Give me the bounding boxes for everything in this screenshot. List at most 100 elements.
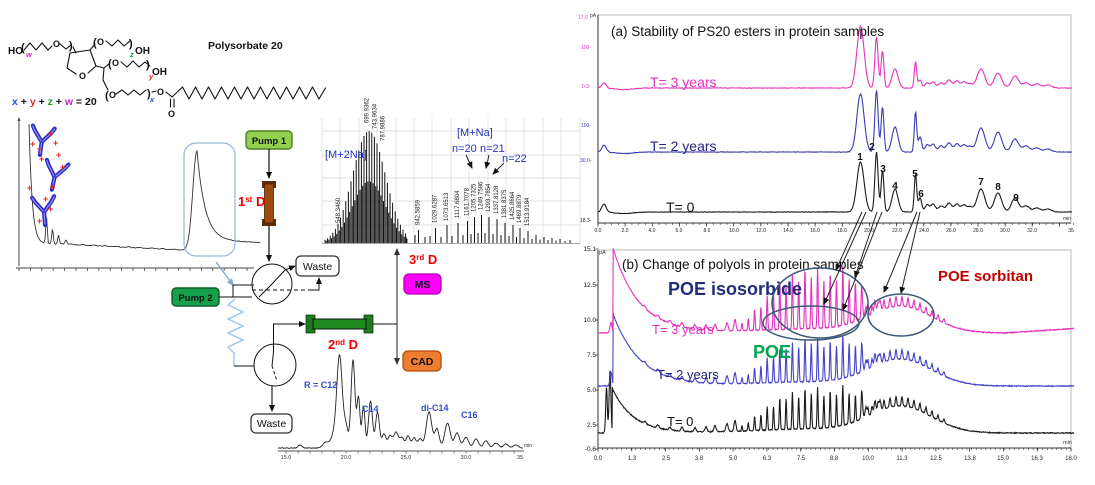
svg-text:30.0: 30.0	[461, 455, 472, 461]
svg-text:8.0: 8.0	[704, 228, 711, 234]
svg-text:T= 2 years: T= 2 years	[650, 138, 717, 154]
svg-text:HO: HO	[8, 46, 23, 57]
svg-text:28.0: 28.0	[973, 228, 983, 234]
svg-text:4: 4	[892, 181, 898, 192]
svg-text:POE sorbitan: POE sorbitan	[938, 268, 1033, 285]
svg-text:di-C14: di-C14	[421, 403, 449, 413]
svg-text:26.0: 26.0	[946, 228, 956, 234]
svg-text:30.0-: 30.0-	[580, 158, 592, 164]
svg-text:O: O	[168, 109, 175, 119]
svg-text:699.9362: 699.9362	[365, 97, 371, 123]
svg-text:2.0: 2.0	[622, 228, 629, 234]
svg-text:CAD: CAD	[411, 356, 434, 368]
svg-text:(: (	[21, 42, 25, 54]
svg-text:0.0: 0.0	[594, 456, 603, 462]
svg-text:x: x	[149, 95, 155, 104]
svg-text:1293.7854: 1293.7854	[486, 183, 492, 212]
svg-text:30.0: 30.0	[1000, 228, 1010, 234]
svg-text:2.5: 2.5	[587, 422, 596, 429]
svg-text:+: +	[56, 150, 61, 160]
svg-text:8: 8	[995, 182, 1001, 193]
svg-text:3.8: 3.8	[695, 456, 704, 462]
svg-text:C14: C14	[362, 404, 379, 414]
svg-text:pA: pA	[590, 13, 597, 19]
svg-text:1381.8375: 1381.8375	[502, 189, 508, 218]
svg-text:17.0: 17.0	[578, 15, 588, 21]
svg-text:O: O	[79, 71, 86, 81]
svg-text:): )	[129, 38, 133, 50]
svg-text:8.8: 8.8	[830, 456, 839, 462]
svg-text:(: (	[108, 58, 112, 70]
svg-text:1513.9184: 1513.9184	[525, 197, 531, 226]
svg-text:(: (	[105, 90, 109, 102]
svg-text:15.0: 15.0	[997, 456, 1009, 462]
svg-text:O: O	[53, 39, 60, 49]
svg-text:T= 2 years: T= 2 years	[657, 367, 719, 382]
svg-text:3: 3	[880, 164, 886, 175]
svg-text:POE: POE	[753, 342, 791, 362]
svg-text:11.3: 11.3	[896, 456, 908, 462]
svg-text:T= 3 years: T= 3 years	[652, 322, 714, 337]
svg-text:1205.7325: 1205.7325	[472, 183, 478, 212]
svg-text:+: +	[27, 183, 32, 193]
svg-text:T= 3 years: T= 3 years	[650, 74, 717, 90]
svg-text:1425.8664: 1425.8664	[510, 191, 516, 220]
svg-text:10.0: 10.0	[583, 317, 596, 324]
svg-text:(b) Change of polyols in prote: (b) Change of polyols in protein samples	[622, 257, 864, 272]
svg-text:22.0: 22.0	[892, 228, 902, 234]
svg-text:5: 5	[912, 169, 918, 180]
svg-text:787.9886: 787.9886	[381, 115, 387, 141]
svg-text:1: 1	[857, 152, 863, 163]
svg-text:+: +	[37, 144, 42, 154]
svg-text:0.0: 0.0	[595, 228, 602, 234]
svg-text:4.0: 4.0	[649, 228, 656, 234]
svg-text:x + y + z + w = 20: x + y + z + w = 20	[12, 96, 97, 108]
svg-text:15.1: 15.1	[583, 246, 596, 253]
svg-text:7.5: 7.5	[797, 456, 806, 462]
svg-text:n=20: n=20	[452, 143, 477, 155]
svg-text:18.0: 18.0	[837, 228, 847, 234]
svg-text:6.0: 6.0	[676, 228, 683, 234]
svg-text:T= 0: T= 0	[667, 414, 693, 429]
svg-text:min: min	[524, 443, 532, 449]
svg-text:O: O	[112, 58, 119, 68]
svg-text:1249.7586: 1249.7586	[479, 181, 485, 210]
svg-text:16.3: 16.3	[1031, 456, 1043, 462]
svg-text:): )	[147, 88, 151, 100]
svg-text:+: +	[60, 162, 65, 172]
svg-text:1.3: 1.3	[628, 456, 637, 462]
svg-text:O: O	[157, 87, 164, 97]
svg-text:5.0: 5.0	[587, 387, 596, 394]
svg-text:12.0: 12.0	[756, 228, 766, 234]
svg-text:10.0: 10.0	[862, 456, 874, 462]
svg-text:100-: 100-	[581, 123, 591, 129]
svg-text:MS: MS	[415, 279, 431, 291]
svg-text:0.3-: 0.3-	[582, 84, 591, 90]
svg-text:2: 2	[869, 142, 875, 153]
svg-text:(: (	[93, 37, 97, 49]
svg-text:+: +	[53, 138, 58, 148]
svg-text:10.0: 10.0	[729, 228, 739, 234]
svg-text:R = C12: R = C12	[304, 380, 337, 390]
svg-text:+: +	[50, 182, 55, 192]
svg-text:n=22: n=22	[502, 153, 527, 165]
svg-text:-0.6: -0.6	[585, 446, 597, 453]
svg-text:16.0: 16.0	[810, 228, 820, 234]
svg-text:743.9634: 743.9634	[373, 103, 379, 129]
svg-text:7: 7	[978, 177, 984, 188]
svg-text:+: +	[48, 204, 53, 214]
svg-text:+: +	[43, 194, 48, 204]
svg-text:C16: C16	[461, 410, 478, 420]
svg-text:(a) Stability of PS20 esters i: (a) Stability of PS20 esters in protein …	[611, 24, 884, 39]
svg-text:32.0: 32.0	[1027, 228, 1037, 234]
svg-text:20.0: 20.0	[864, 228, 874, 234]
svg-text:O: O	[97, 37, 104, 47]
svg-text:Waste: Waste	[303, 261, 333, 273]
svg-text:min: min	[1063, 440, 1072, 446]
svg-text:15.0: 15.0	[281, 455, 292, 461]
svg-text:OH: OH	[135, 46, 150, 57]
svg-text:): )	[69, 40, 73, 52]
svg-text:z: z	[129, 50, 134, 59]
svg-text:12.5: 12.5	[930, 456, 942, 462]
svg-text:100-: 100-	[581, 45, 591, 51]
